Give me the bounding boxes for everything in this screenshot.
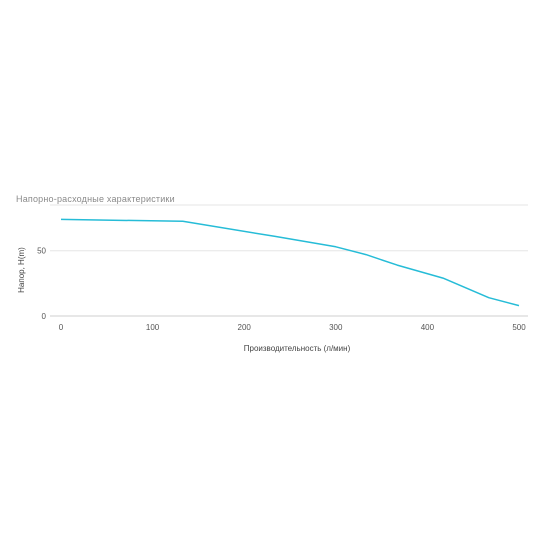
- x-tick-labels: 0 100 200 300 400 500: [59, 323, 526, 332]
- y-tick-label: 0: [42, 312, 47, 321]
- gridlines: [50, 204, 528, 317]
- x-axis-label: Производительность (л/мин): [244, 344, 351, 353]
- x-tick-label: 200: [238, 323, 252, 332]
- x-tick-label: 300: [329, 323, 343, 332]
- y-axis-label: Напор, Н(m): [17, 247, 26, 293]
- series-layer: [60, 218, 520, 307]
- y-tick-labels: 0 50: [37, 247, 46, 321]
- x-tick-label: 100: [146, 323, 160, 332]
- x-tick-label: 0: [59, 323, 64, 332]
- series-line-0: [60, 218, 520, 307]
- x-tick-label: 500: [512, 323, 526, 332]
- x-tick-label: 400: [421, 323, 435, 332]
- chart-title: Напорно-расходные характеристики: [16, 194, 175, 204]
- y-tick-label: 50: [37, 247, 46, 256]
